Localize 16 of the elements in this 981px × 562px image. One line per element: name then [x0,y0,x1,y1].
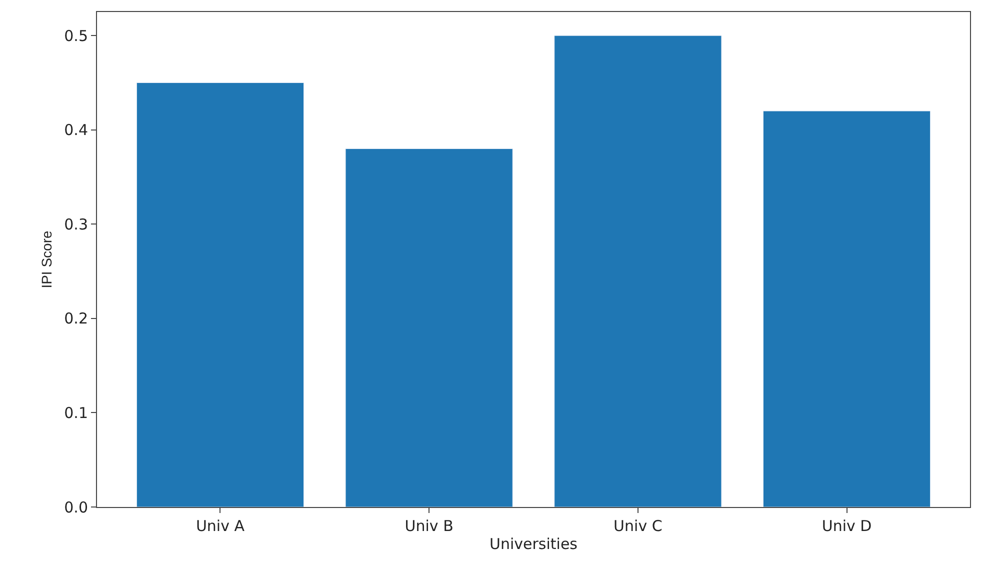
bar [345,148,513,507]
bar [136,82,304,507]
y-tick-label: 0.2 [64,310,88,328]
y-tick-label: 0.5 [64,26,88,45]
y-tick-label: 0.4 [64,121,88,140]
bar [762,110,931,507]
x-axis-title: Universities [489,535,578,553]
y-tick-label: 0.3 [64,215,88,234]
x-tick-label: Univ A [196,517,246,535]
y-tick-label: 0.1 [64,404,88,422]
y-tick-label: 0.0 [64,498,88,516]
x-tick-label: Univ B [404,517,454,535]
x-tick-label: Univ C [614,517,662,535]
x-tick-label: Univ D [822,517,872,535]
y-axis-title: IPI Score [38,230,55,288]
bar [554,35,722,507]
